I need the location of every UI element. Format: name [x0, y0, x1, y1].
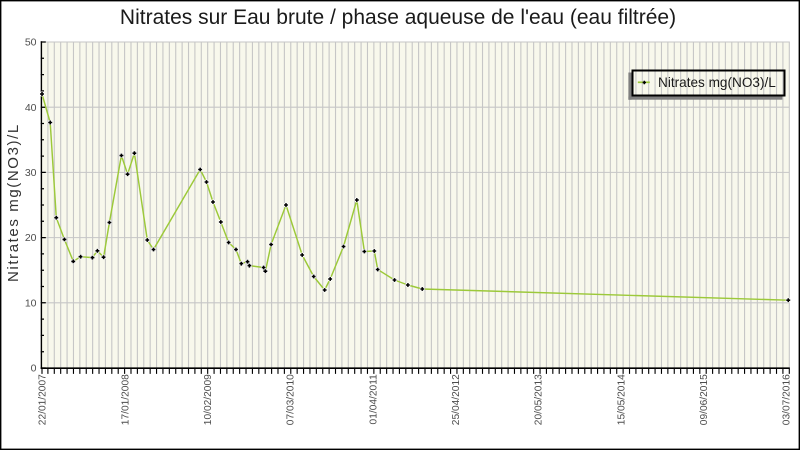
svg-text:15/05/2014: 15/05/2014 — [616, 374, 627, 425]
svg-text:20/05/2013: 20/05/2013 — [534, 374, 545, 425]
svg-text:30: 30 — [25, 167, 37, 179]
svg-text:Nitrates sur Eau brute / phase: Nitrates sur Eau brute / phase aqueuse d… — [120, 6, 676, 29]
svg-text:10: 10 — [25, 297, 37, 309]
svg-text:10/02/2009: 10/02/2009 — [203, 374, 214, 425]
svg-text:17/01/2008: 17/01/2008 — [120, 374, 131, 425]
svg-text:22/01/2007: 22/01/2007 — [38, 374, 49, 425]
svg-text:20: 20 — [25, 232, 37, 244]
svg-text:40: 40 — [25, 102, 37, 114]
svg-text:Nitrates mg(NO3)/L: Nitrates mg(NO3)/L — [658, 75, 776, 90]
svg-text:01/04/2011: 01/04/2011 — [368, 374, 379, 425]
svg-text:03/07/2016: 03/07/2016 — [782, 374, 793, 425]
svg-text:07/03/2010: 07/03/2010 — [286, 374, 297, 425]
svg-text:Nitrates mg(NO3)/L: Nitrates mg(NO3)/L — [5, 123, 22, 282]
svg-text:0: 0 — [31, 363, 37, 375]
svg-text:25/04/2012: 25/04/2012 — [451, 374, 462, 425]
svg-text:50: 50 — [25, 37, 37, 49]
svg-text:09/06/2015: 09/06/2015 — [699, 374, 710, 425]
